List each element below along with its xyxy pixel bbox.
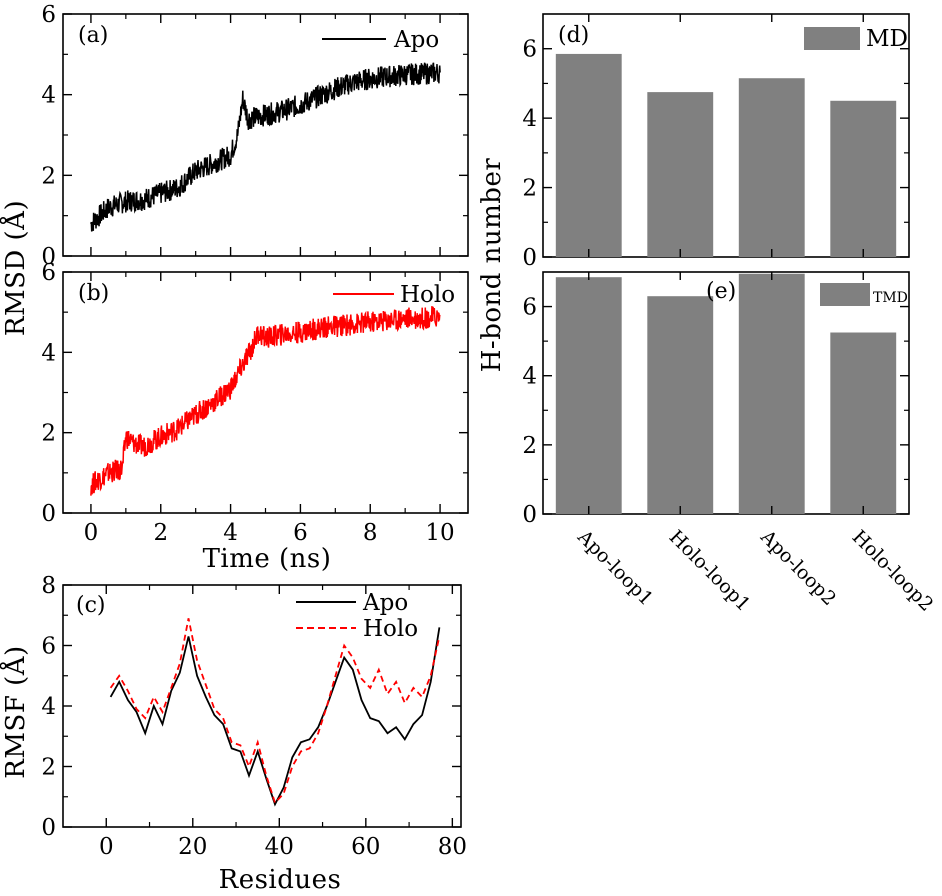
x-axis-label-time: Time (ns) xyxy=(203,544,332,574)
xtick-label: 8 xyxy=(363,520,378,546)
series-holo-rmsd-line xyxy=(90,306,441,496)
legend-c-holo-label: Holo xyxy=(363,616,418,642)
xtick-label: 0 xyxy=(84,520,99,546)
category-label: Apo-loop1 xyxy=(573,525,658,610)
bar-holo-loop1 xyxy=(647,296,714,514)
panel-d: 0 2 4 6 (d) MD xyxy=(522,13,910,271)
panel-e: 0 2 4 6 (e) TMD xyxy=(522,271,910,528)
panel-e-label: (e) xyxy=(706,279,736,304)
panel-a: (a) Apo 0 2 4 6 xyxy=(41,2,469,270)
panel-b-label: (b) xyxy=(78,281,109,306)
ytick-label: 0 xyxy=(41,501,56,527)
ytick-label: 6 xyxy=(41,260,56,286)
ytick-label: 2 xyxy=(41,421,56,447)
x-axis-label-residues: Residues xyxy=(219,865,342,895)
ytick-label: 6 xyxy=(41,2,56,28)
panel-b-frame xyxy=(62,271,469,514)
bar-holo-loop2 xyxy=(830,332,897,514)
panel-b-ticks: 0 2 4 6 0 2 4 6 8 10 xyxy=(41,260,468,546)
series-holo-rmsf-line xyxy=(109,618,441,805)
panel-d-frame xyxy=(542,13,910,258)
ytick-label: 4 xyxy=(41,340,56,366)
ytick-label: 6 xyxy=(522,37,537,63)
panel-c-label: (c) xyxy=(76,593,106,618)
xtick-label: 0 xyxy=(99,834,114,860)
panel-b: (b) Holo 0 2 4 6 0 2 4 6 8 10 Time (ns) xyxy=(41,260,469,574)
legend-e-swatch xyxy=(820,283,870,306)
legend-a-label: Apo xyxy=(393,27,439,53)
ytick-label: 0 xyxy=(41,244,56,270)
bar-apo-loop1 xyxy=(555,53,622,257)
xtick-label: 2 xyxy=(153,520,168,546)
panel-e-frame xyxy=(542,271,910,515)
ytick-label: 8 xyxy=(41,573,56,599)
legend-d-label: MD xyxy=(866,26,908,52)
category-label: Apo-loop2 xyxy=(756,525,841,610)
ytick-label: 6 xyxy=(41,634,56,660)
ytick-label: 0 xyxy=(522,502,537,528)
y-axis-label-rmsf: RMSF (Å) xyxy=(0,645,31,778)
legend-d-swatch xyxy=(804,27,860,50)
category-label: Holo-loop2 xyxy=(848,526,938,616)
panel-a-label: (a) xyxy=(78,23,108,48)
panel-d-label: (d) xyxy=(558,23,589,48)
ytick-label: 4 xyxy=(41,694,56,720)
panel-e-bars xyxy=(555,273,897,514)
ytick-label: 0 xyxy=(522,245,537,271)
ytick-label: 6 xyxy=(522,295,537,321)
bar-holo-loop2 xyxy=(830,100,897,258)
xtick-label: 80 xyxy=(438,834,467,860)
y-axis-label-hbond: H-bond number xyxy=(477,158,507,373)
legend-e-label: TMD xyxy=(873,290,908,306)
ytick-label: 4 xyxy=(522,364,537,390)
category-label: Holo-loop1 xyxy=(665,526,755,616)
bar-apo-loop2 xyxy=(738,273,805,514)
ytick-label: 2 xyxy=(41,163,56,189)
panel-d-ticks: 0 2 4 6 xyxy=(522,14,909,271)
ytick-label: 2 xyxy=(522,176,537,202)
xtick-label: 40 xyxy=(265,834,294,860)
bar-holo-loop1 xyxy=(647,92,714,257)
xtick-label: 60 xyxy=(351,834,380,860)
ytick-label: 4 xyxy=(41,83,56,109)
ytick-label: 0 xyxy=(41,815,56,841)
xtick-label: 20 xyxy=(178,834,207,860)
legend-b-label: Holo xyxy=(400,282,455,308)
series-apo-rmsf-line xyxy=(109,627,441,807)
ytick-label: 4 xyxy=(522,106,537,132)
panel-d-bars xyxy=(555,53,897,258)
panel-e-ticks: 0 2 4 6 xyxy=(522,272,909,528)
xtick-label: 10 xyxy=(425,520,454,546)
bar-category-labels: Apo-loop1 Holo-loop1 Apo-loop2 Holo-loop2 xyxy=(573,525,938,616)
xtick-label: 6 xyxy=(293,520,308,546)
y-axis-label-rmsd: RMSD (Å) xyxy=(0,200,31,336)
ytick-label: 2 xyxy=(41,755,56,781)
bar-apo-loop2 xyxy=(738,78,805,257)
series-apo-rmsd-line xyxy=(90,62,441,232)
panel-a-ticks: 0 2 4 6 xyxy=(41,2,468,270)
legend-c-apo-label: Apo xyxy=(362,590,408,616)
bar-apo-loop1 xyxy=(555,277,622,514)
xtick-label: 4 xyxy=(223,520,238,546)
ytick-label: 2 xyxy=(522,433,537,459)
